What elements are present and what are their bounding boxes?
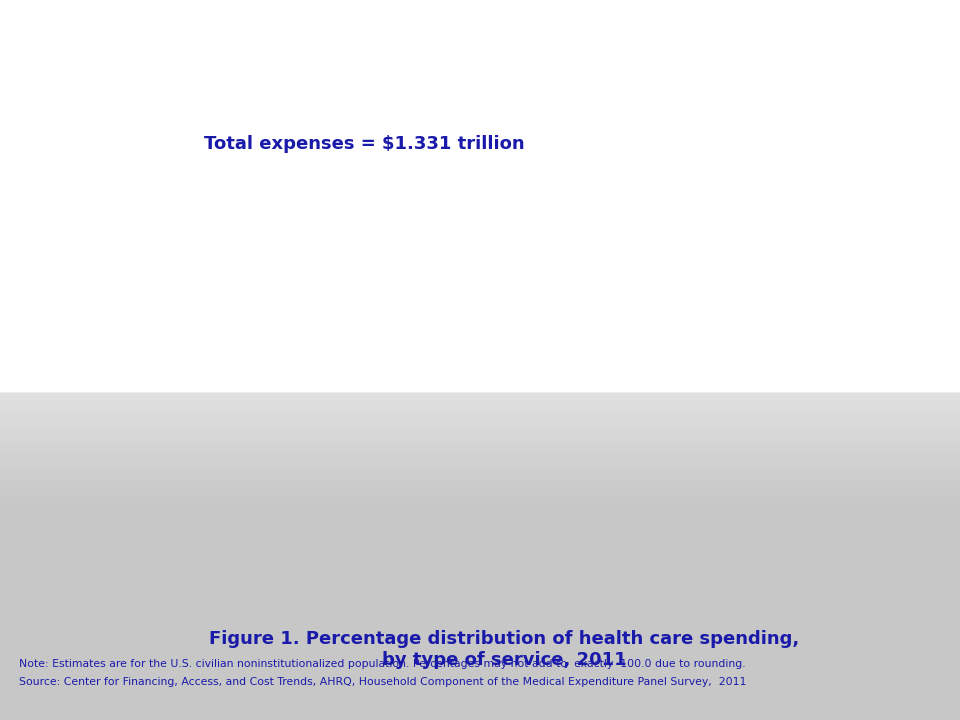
Wedge shape [294, 186, 317, 382]
Bar [602, 150, 635, 177]
Bar [602, 395, 635, 422]
Text: 6.4: 6.4 [136, 217, 163, 233]
Text: Other medical
services and
equipment: Other medical services and equipment [649, 549, 754, 592]
Bar [602, 214, 635, 241]
Text: 23.9: 23.9 [421, 567, 459, 582]
Text: Dental: Dental [649, 402, 698, 415]
Wedge shape [121, 278, 317, 382]
Wedge shape [280, 382, 506, 577]
Text: 8.6: 8.6 [84, 310, 110, 325]
Text: Figure 1. Percentage distribution of health care spending,
by type of service, 2: Figure 1. Percentage distribution of hea… [209, 630, 799, 669]
Wedge shape [121, 378, 317, 574]
Wedge shape [247, 187, 317, 382]
Text: Office-based visits: Office-based visits [649, 221, 788, 234]
Text: 3.9: 3.9 [247, 152, 274, 167]
Text: Home health care: Home health care [649, 500, 781, 513]
Text: 1.9: 1.9 [288, 140, 315, 155]
Text: Hospital inpatient: Hospital inpatient [649, 158, 783, 171]
Wedge shape [151, 221, 317, 382]
Text: Emergency room: Emergency room [649, 451, 775, 464]
Text: Total expenses = $1.331 trillion: Total expenses = $1.331 trillion [204, 135, 525, 153]
Text: Prescribed medicines: Prescribed medicines [649, 284, 809, 297]
Bar [602, 493, 635, 520]
Bar [602, 557, 635, 584]
Text: Hospital outpatient: Hospital outpatient [649, 343, 794, 356]
Text: 29.0: 29.0 [479, 234, 516, 248]
Text: Note: Estimates are for the U.S. civilian noninstitutionalized population. Perce: Note: Estimates are for the U.S. civilia… [19, 659, 746, 669]
Bar [602, 336, 635, 364]
Wedge shape [317, 186, 513, 431]
Text: 22.3: 22.3 [121, 520, 158, 534]
Bar [602, 444, 635, 471]
Bar [602, 278, 635, 305]
Text: Source: Center for Financing, Access, and Cost Trends, AHRQ, Household Component: Source: Center for Financing, Access, an… [19, 677, 747, 687]
Wedge shape [204, 199, 317, 382]
Text: 3.9: 3.9 [195, 172, 222, 187]
